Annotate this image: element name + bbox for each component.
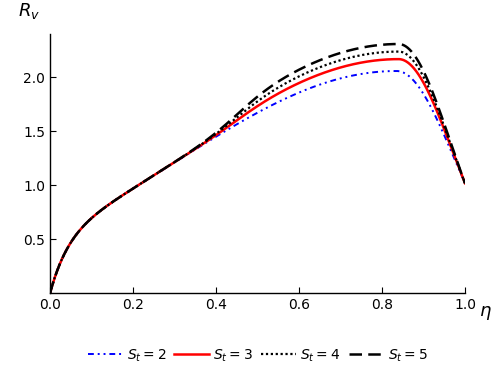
$S_t=3$: [450, 150, 456, 155]
$S_t=2$: [450, 153, 456, 158]
$S_t=4$: [238, 112, 244, 117]
$S_t=2$: [238, 120, 244, 124]
$S_t=4$: [249, 103, 255, 108]
$S_t=3$: [249, 107, 255, 112]
$S_t=2$: [462, 181, 468, 186]
$S_t=3$: [68, 240, 74, 244]
Line: $S_t=4$: $S_t=4$: [50, 51, 465, 293]
$S_t=4$: [68, 240, 74, 244]
$S_t=2$: [394, 69, 400, 73]
$S_t=2$: [450, 154, 456, 158]
$S_t=5$: [68, 240, 74, 244]
$S_t=5$: [450, 147, 456, 152]
$S_t=3$: [47, 291, 53, 296]
$S_t=2$: [47, 291, 53, 296]
$S_t=5$: [249, 99, 255, 104]
$S_t=4$: [462, 181, 468, 186]
Line: $S_t=3$: $S_t=3$: [50, 59, 465, 293]
$S_t=2$: [374, 70, 380, 74]
Line: $S_t=2$: $S_t=2$: [50, 71, 465, 293]
$S_t=4$: [47, 291, 53, 296]
$S_t=3$: [374, 58, 380, 62]
$S_t=5$: [238, 109, 244, 114]
$S_t=4$: [450, 148, 456, 153]
Legend: $S_t=2$, $S_t=3$, $S_t=4$, $S_t=5$: $S_t=2$, $S_t=3$, $S_t=4$, $S_t=5$: [82, 342, 432, 369]
$S_t=4$: [374, 51, 380, 55]
Y-axis label: $R_v$: $R_v$: [18, 2, 40, 21]
$S_t=3$: [396, 57, 402, 61]
$S_t=2$: [249, 114, 255, 118]
Line: $S_t=5$: $S_t=5$: [50, 44, 465, 293]
$S_t=2$: [68, 240, 74, 244]
$S_t=3$: [238, 115, 244, 120]
$S_t=4$: [450, 149, 456, 154]
$S_t=5$: [462, 181, 468, 186]
$S_t=4$: [396, 49, 402, 54]
$S_t=3$: [462, 181, 468, 186]
$S_t=5$: [374, 43, 380, 48]
$S_t=5$: [450, 147, 456, 152]
$S_t=3$: [450, 150, 456, 154]
$S_t=5$: [47, 291, 53, 296]
X-axis label: $\eta$: $\eta$: [480, 304, 492, 322]
$S_t=5$: [396, 42, 402, 46]
